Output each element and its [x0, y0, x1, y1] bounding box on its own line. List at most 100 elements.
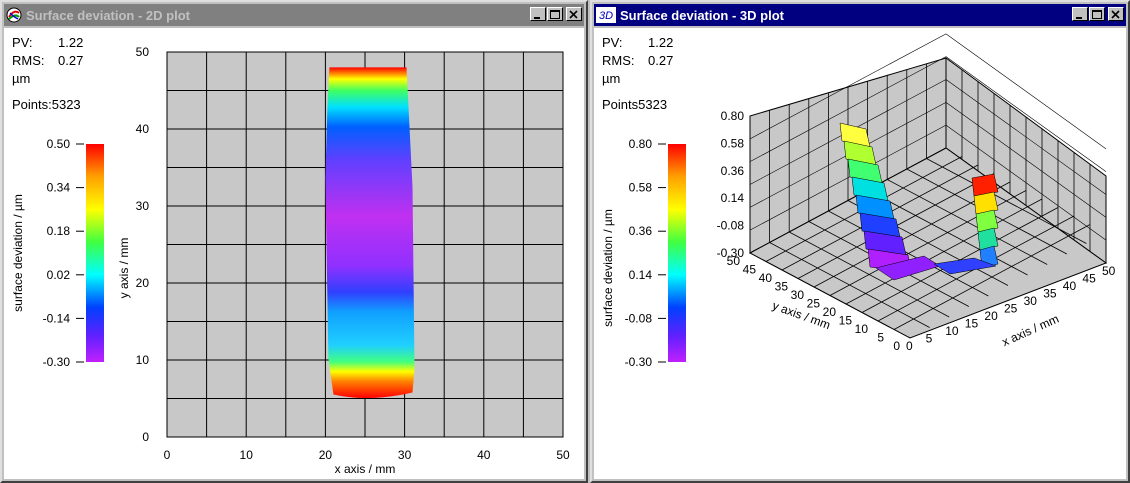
maximize-button[interactable]	[547, 7, 563, 21]
y-tick-label: 0	[142, 430, 149, 444]
close-icon	[1111, 10, 1120, 19]
y-tick-label: 5	[877, 331, 884, 345]
colorbar-tick-label: -0.08	[625, 311, 653, 325]
x-tick-label: 40	[1063, 279, 1077, 293]
floor-grid-line	[887, 179, 1048, 265]
x-tick-label: 0	[164, 448, 171, 462]
wall-grid-line	[749, 56, 947, 162]
minimize-button[interactable]	[530, 7, 546, 21]
heatmap-band	[325, 67, 415, 399]
pv-value: 1.22	[58, 35, 84, 50]
y-tick-label: 30	[791, 288, 805, 302]
colorbar	[86, 144, 104, 362]
surface-patch	[975, 209, 999, 233]
client-area-3d: PV: 1.22 RMS: 0.27 µm Points5323 0.80 0.58	[594, 28, 1126, 479]
rms-label: RMS:	[602, 53, 635, 68]
colorbar-tick-label: 0.58	[629, 181, 653, 195]
floor-grid-line	[893, 224, 1091, 330]
window-3d-plot[interactable]: 3D Surface deviation - 3D plot PV: 1.22 R…	[590, 0, 1130, 483]
z-tick-label: -0.08	[717, 219, 745, 233]
maximize-icon	[1092, 10, 1102, 19]
z-tick-label: -0.30	[717, 246, 745, 260]
close-button[interactable]	[1108, 7, 1124, 21]
colorbar-gradient	[86, 144, 104, 362]
y-tick-label: 0	[893, 339, 900, 353]
y-tick-label: 40	[759, 271, 773, 285]
y-axis-label: y axis / mm	[117, 238, 131, 299]
x-tick-label: 50	[1102, 264, 1116, 278]
3d-icon-label: 3D	[599, 10, 613, 22]
stats-block: PV: 1.22 RMS: 0.27 µm Points:5323	[12, 34, 84, 114]
z-tick-label: 0.58	[721, 136, 745, 150]
y-tick-label: 20	[136, 276, 150, 290]
surface	[839, 122, 999, 281]
z-tick-label: 0.36	[721, 164, 745, 178]
colorbar-tick-label: 0.36	[629, 224, 653, 238]
unit-label: µm	[12, 71, 31, 86]
wall-grid-line	[945, 124, 1107, 241]
y-tick-label: 50	[727, 254, 741, 268]
colorbar-label: surface deviation / µm	[11, 194, 25, 312]
x-tick-label: 35	[1043, 287, 1057, 301]
plot-2d[interactable]: 0.50 0.34 0.18 0.02 -0.14 -0.30 surface devia…	[4, 28, 588, 483]
rms-label: RMS:	[12, 53, 45, 68]
y-tick-label: 50	[136, 45, 150, 59]
surface-patch	[977, 227, 999, 251]
y-tick-label: 30	[136, 199, 150, 213]
x-tick-label: 20	[319, 448, 333, 462]
wall-grid-line	[749, 33, 947, 140]
floor-grid-line	[845, 198, 1043, 305]
colorbar-tick-label: 0.14	[629, 268, 653, 282]
window-title: Surface deviation - 2D plot	[26, 7, 190, 23]
colorbar-tick-label: -0.14	[43, 311, 71, 325]
x-tick-label: 25	[1004, 302, 1018, 316]
maximize-icon	[550, 10, 560, 19]
points-count: Points:5323	[12, 97, 81, 112]
window-2d-plot[interactable]: Surface deviation - 2D plot PV: 1.22 RMS:…	[0, 0, 588, 483]
y-tick-label: 10	[136, 353, 150, 367]
surface-patch	[933, 257, 997, 275]
y-tick-label: 10	[855, 322, 869, 336]
pv-label: PV:	[12, 35, 33, 50]
x-axis-label: x axis / mm	[1000, 312, 1061, 349]
close-button[interactable]	[566, 7, 582, 21]
pv-label: PV:	[602, 35, 623, 50]
wall-grid-line	[945, 33, 1107, 150]
y-tick-label: 40	[136, 122, 150, 136]
x-tick-label: 10	[945, 324, 959, 338]
app-icon[interactable]	[6, 7, 22, 23]
plot-3d[interactable]: 0.80 0.58 0.36 0.14 -0.08 -0.30 surface devia…	[594, 28, 1130, 483]
z-tick-label: 0.80	[721, 109, 745, 123]
colorbar-tick-label: 0.18	[47, 224, 71, 238]
x-tick-label: 45	[1082, 272, 1096, 286]
floor-grid-line	[867, 189, 1028, 276]
y-tick-label: 15	[839, 314, 853, 328]
minimize-icon	[534, 17, 540, 19]
wall-grid-line	[945, 79, 1107, 195]
y-tick-label: 35	[775, 280, 789, 294]
points-count: Points5323	[602, 97, 668, 112]
x-tick-label: 30	[1024, 294, 1038, 308]
client-area-2d: PV: 1.22 RMS: 0.27 µm Points:5323	[4, 28, 584, 479]
colorbar-tick-label: 0.50	[47, 137, 71, 151]
y-tick-label: 25	[807, 297, 821, 311]
y-axis-label: y axis / mm	[770, 298, 832, 332]
3d-icon[interactable]: 3D	[596, 7, 616, 23]
data-region	[325, 67, 415, 399]
unit-label: µm	[602, 71, 621, 86]
minimize-button[interactable]	[1072, 7, 1088, 21]
title-bar-3d[interactable]: 3D Surface deviation - 3D plot	[594, 4, 1126, 26]
x-tick-label: 50	[556, 448, 570, 462]
y-tick-label: 20	[823, 305, 837, 319]
z-tick-label: 0.14	[721, 191, 745, 205]
minimize-icon	[1076, 17, 1082, 19]
wall-grid-line	[945, 56, 1107, 172]
rms-value: 0.27	[58, 53, 84, 68]
colorbar-tick-label: 0.02	[47, 268, 71, 282]
colorbar-tick-label: -0.30	[625, 355, 653, 369]
wall-grid-line	[749, 124, 947, 231]
surface-patch	[971, 173, 999, 197]
maximize-button[interactable]	[1089, 7, 1105, 21]
x-tick-label: 5	[926, 332, 933, 346]
title-bar-2d[interactable]: Surface deviation - 2D plot	[4, 4, 584, 26]
